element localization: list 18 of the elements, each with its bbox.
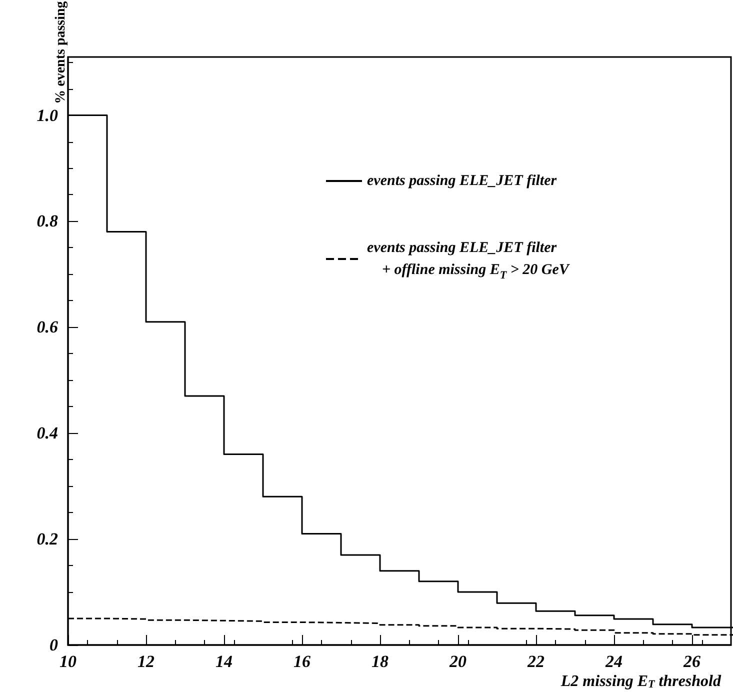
y-tick-label: 0.8 [36,212,58,231]
x-tick-label: 20 [448,652,467,671]
y-tick-label: 0.6 [36,318,58,337]
y-tick-label: 0.4 [36,424,58,443]
x-tick-label: 12 [138,652,155,671]
x-tick-label: 26 [682,652,701,671]
y-tick-label: 0.2 [36,530,58,549]
y-axis-title: % events passing [54,1,68,104]
legend-label: events passing ELE_JET filter [367,173,557,189]
x-tick-label: 18 [372,652,389,671]
x-tick-label: 24 [604,652,622,671]
x-tick-label: 10 [60,652,77,671]
x-axis-title: L2 missing ET threshold [560,673,722,690]
x-tick-label: 22 [526,652,545,671]
y-tick-label: 1.0 [36,106,58,125]
x-tick-label: 16 [294,652,311,671]
y-tick-label: 0 [50,636,58,654]
x-tick-label: 14 [216,652,232,671]
